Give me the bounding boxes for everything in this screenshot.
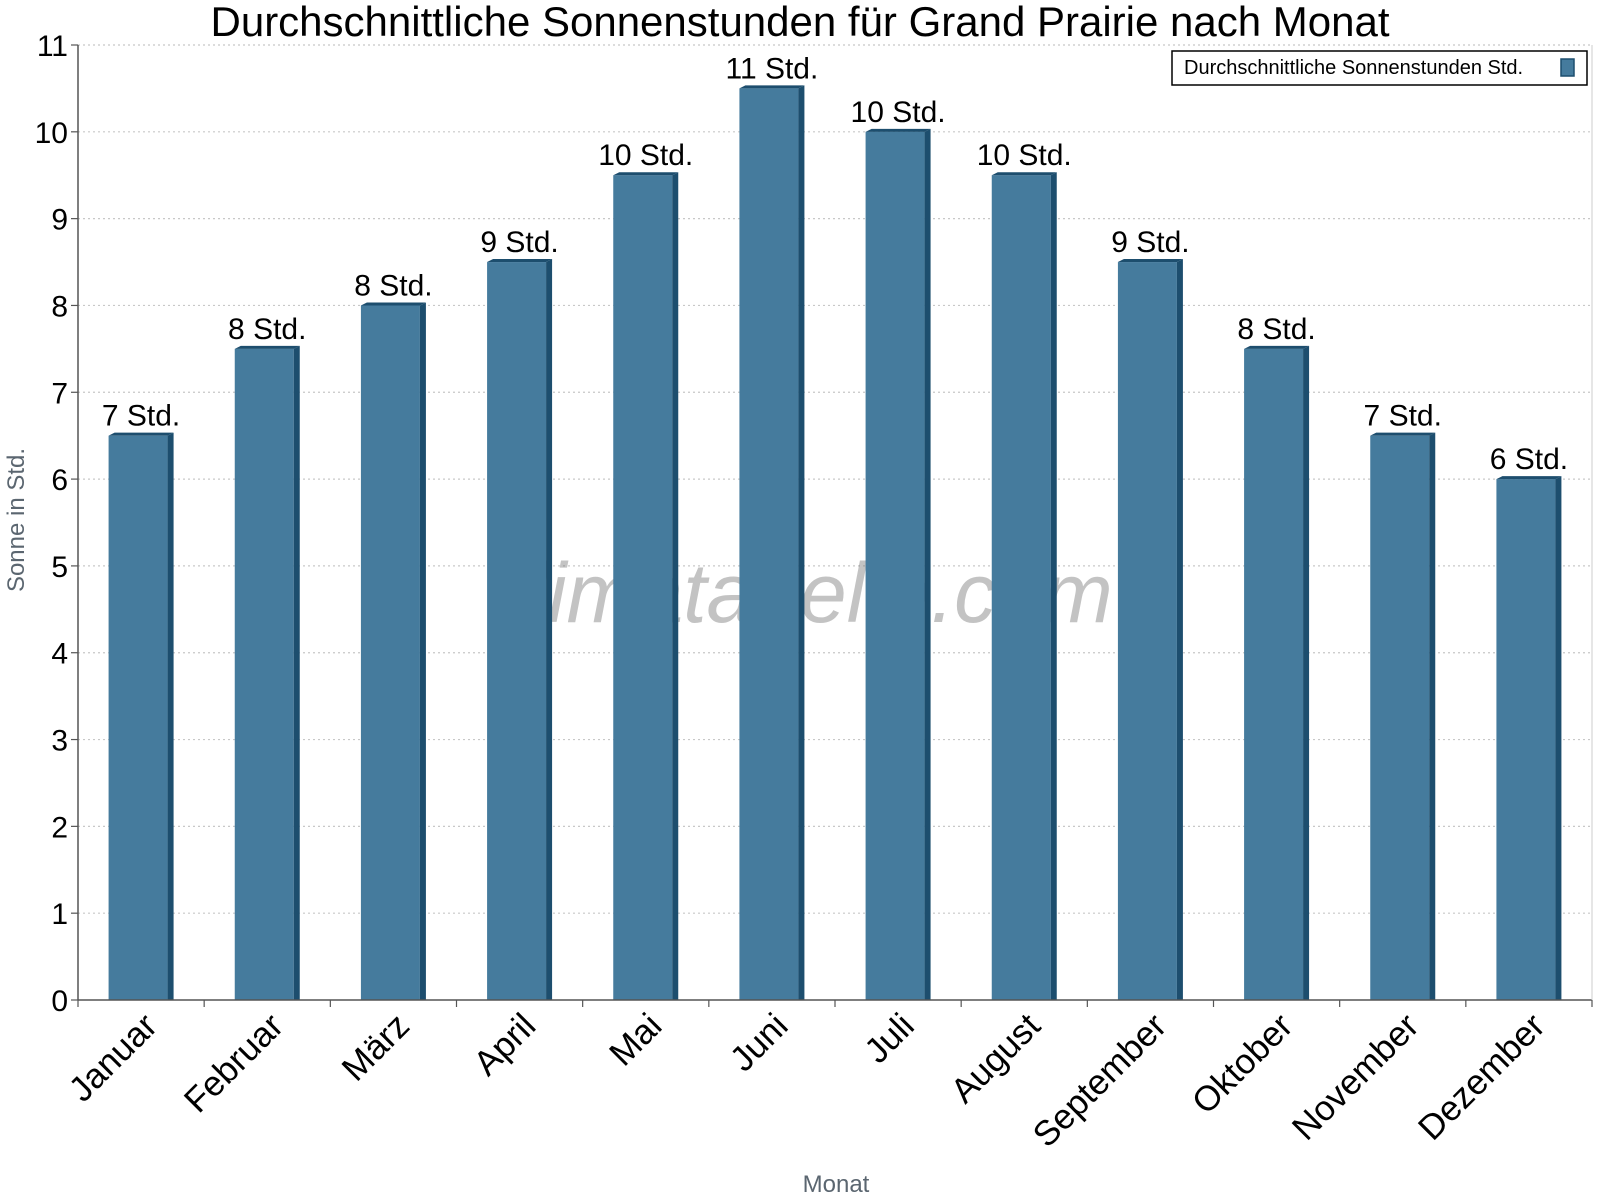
y-tick-label: 4 <box>51 638 68 671</box>
data-label: 11 Std. <box>725 52 818 85</box>
y-tick-label: 8 <box>51 290 68 323</box>
bar-face <box>865 131 925 1000</box>
bar-face <box>487 262 547 1001</box>
data-label: 8 Std. <box>354 269 432 302</box>
bar-juli <box>865 128 931 1000</box>
x-tick-label: Oktober <box>1185 1006 1301 1122</box>
bar-side <box>293 345 300 1000</box>
bar-side <box>1555 476 1562 1000</box>
bar-top <box>865 128 931 132</box>
bar-side <box>1303 345 1310 1000</box>
bar-face <box>1496 479 1556 1000</box>
bar-top <box>1117 259 1183 263</box>
bar-top <box>1496 476 1562 480</box>
data-label: 7 Std. <box>1364 400 1442 433</box>
bar-top <box>991 172 1057 176</box>
bar-face <box>234 348 294 1000</box>
y-tick-label: 1 <box>51 898 68 931</box>
x-tick-labels: Januar Februar März April Mai Juni Juli AugustS… <box>61 1006 1552 1155</box>
legend-label: Durchschnittliche Sonnenstunden Std. <box>1184 57 1523 79</box>
bar-oktober <box>1244 345 1310 1000</box>
x-tick-label: Mai <box>602 1006 669 1073</box>
bar-top <box>1370 432 1436 436</box>
bar-top <box>1244 345 1310 349</box>
bar-top <box>234 345 300 349</box>
bar-top <box>613 172 679 176</box>
bar-september <box>1117 259 1183 1001</box>
y-tick-label: 5 <box>51 551 68 584</box>
y-tick-label: 11 <box>37 30 68 63</box>
y-tick-label: 9 <box>51 204 68 237</box>
bar-juni <box>739 85 805 1001</box>
bar-side <box>1429 432 1436 1000</box>
data-label: 8 Std. <box>1237 313 1315 346</box>
bar-side <box>924 128 931 1000</box>
x-axis-label: Monat <box>803 1171 870 1198</box>
y-tick-label: 10 <box>35 117 68 150</box>
bar-face <box>1117 262 1177 1001</box>
bar-top <box>739 85 805 89</box>
chart-title: Durchschnittliche Sonnenstunden für Gran… <box>211 0 1390 45</box>
x-tick-label: April <box>466 1006 543 1083</box>
data-labels: 7 Std. 8 Std. 8 Std. 9 Std. 10 Std. 11 Std. 10… <box>102 52 1568 476</box>
legend-box <box>1171 50 1588 86</box>
bar-face <box>991 175 1051 1000</box>
bar-face <box>360 305 420 1000</box>
bar-top <box>487 259 553 263</box>
bar-face <box>613 175 673 1000</box>
data-label: 9 Std. <box>1111 226 1189 259</box>
legend-swatch <box>1560 58 1575 77</box>
bar-januar <box>108 432 174 1000</box>
bar-mai <box>613 172 679 1000</box>
bar-face <box>1244 348 1304 1000</box>
y-tick-label: 0 <box>51 985 68 1018</box>
axes <box>77 45 1593 1007</box>
bar-top <box>108 432 174 436</box>
bar-series <box>108 85 1562 1001</box>
bar-april <box>487 259 553 1001</box>
bar-side <box>1050 172 1057 1000</box>
y-tick-label: 3 <box>51 725 68 758</box>
bar-top <box>360 302 426 306</box>
bar-face <box>739 88 799 1001</box>
y-tick-label: 2 <box>51 811 68 844</box>
bar-side <box>1176 259 1183 1001</box>
data-label: 8 Std. <box>228 313 306 346</box>
x-tick-label: März <box>334 1006 417 1089</box>
x-tick-label: November <box>1285 1006 1427 1148</box>
data-label: 9 Std. <box>480 226 558 259</box>
data-label: 7 Std. <box>102 400 180 433</box>
bar-dezember <box>1496 476 1562 1000</box>
bar-side <box>546 259 553 1001</box>
data-label: 10 Std. <box>851 96 946 129</box>
bar-februar <box>234 345 300 1000</box>
x-tick-label: Juli <box>857 1006 922 1071</box>
bar-side <box>419 302 426 1000</box>
x-tick-label: August <box>943 1006 1048 1111</box>
y-tick-label: 7 <box>51 377 68 410</box>
bar-side <box>672 172 679 1000</box>
x-tick-label: Februar <box>177 1006 291 1120</box>
bar-side <box>798 85 805 1001</box>
bar-face <box>1370 435 1430 1000</box>
grid-lines <box>78 44 1592 914</box>
data-label: 10 Std. <box>977 139 1072 172</box>
bar-side <box>167 432 174 1000</box>
x-tick-label: Dezember <box>1411 1006 1553 1148</box>
y-tick-labels: 0 1 2 3 4 5 6 7 8 9 10 11 <box>35 30 78 1018</box>
data-label: 6 Std. <box>1490 443 1568 476</box>
bar-märz <box>360 302 426 1000</box>
legend: Durchschnittliche Sonnenstunden Std. <box>1171 50 1588 86</box>
y-axis-label: Sonne in Std. <box>3 448 30 592</box>
x-tick-label: Januar <box>61 1006 164 1109</box>
bar-face <box>108 435 168 1000</box>
bar-november <box>1370 432 1436 1000</box>
x-tick-label: Juni <box>723 1006 796 1079</box>
bar-august <box>991 172 1057 1000</box>
data-label: 10 Std. <box>598 139 693 172</box>
y-tick-label: 6 <box>51 464 68 497</box>
x-tick-label: September <box>1025 1006 1174 1155</box>
